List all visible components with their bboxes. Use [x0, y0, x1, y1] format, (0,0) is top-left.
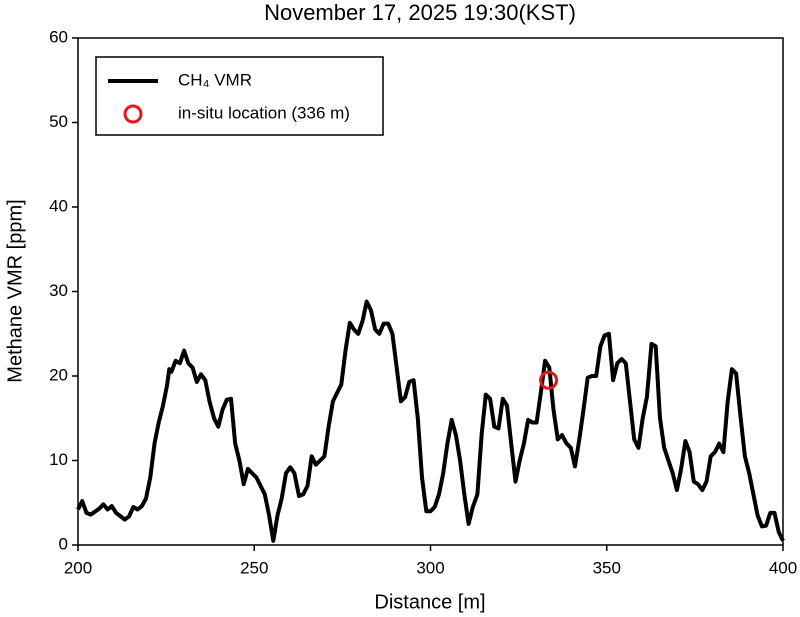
y-tick-label: 60 [49, 27, 68, 46]
x-tick-label: 350 [593, 558, 621, 577]
x-tick-label: 300 [416, 558, 444, 577]
chart-title: November 17, 2025 19:30(KST) [264, 0, 576, 25]
legend-label: CH₄ VMR [178, 70, 252, 89]
legend-box [95, 56, 384, 136]
y-tick-label: 20 [49, 365, 68, 384]
x-axis-label: Distance [m] [374, 591, 485, 613]
y-tick-label: 10 [49, 450, 68, 469]
legend-swatch [123, 104, 143, 124]
y-tick-label: 40 [49, 196, 68, 215]
y-axis-label: Methane VMR [ppm] [4, 199, 26, 382]
data-line [76, 299, 785, 543]
x-tick-label: 200 [64, 558, 92, 577]
x-tick-label: 250 [240, 558, 268, 577]
location-marker [539, 370, 559, 390]
x-tick-label: 400 [769, 558, 797, 577]
y-tick-label: 30 [49, 281, 68, 300]
y-tick-label: 50 [49, 112, 68, 131]
y-tick-label: 0 [59, 534, 68, 553]
plot-frame [77, 37, 784, 546]
legend-label: in-situ location (336 m) [178, 103, 350, 122]
